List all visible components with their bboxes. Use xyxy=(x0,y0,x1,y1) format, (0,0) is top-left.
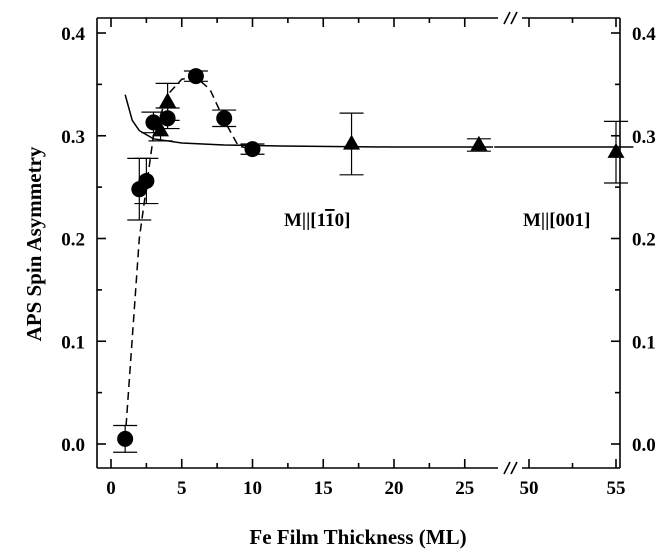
x-tick-label: 5 xyxy=(177,478,187,499)
x-tick-label: 50 xyxy=(520,478,539,499)
axis-break-mark xyxy=(503,461,511,475)
x-tick-label: 15 xyxy=(314,478,333,499)
solid-fit-curve xyxy=(124,94,494,148)
triangle-point xyxy=(607,142,625,158)
axis-break-mark xyxy=(510,11,518,25)
overbar-one: 1 xyxy=(325,210,335,231)
circle-point xyxy=(145,114,162,131)
y-axis-title: APS Spin Asymmetry xyxy=(22,146,46,341)
y-tick-label: 0.1 xyxy=(61,332,85,353)
x-tick-label: 55 xyxy=(607,478,626,499)
annotation-m-001: M||[001] xyxy=(523,210,590,231)
data-marks xyxy=(113,68,628,453)
circle-point xyxy=(117,430,134,447)
axis-break-mark xyxy=(510,461,518,475)
circle-point xyxy=(138,172,155,189)
circle-point xyxy=(216,110,233,127)
triangle-point xyxy=(159,92,177,108)
triangle-point xyxy=(343,134,361,150)
y-tick-label: 0.3 xyxy=(61,127,85,148)
y-tick-label-right: 0.4 xyxy=(632,24,656,45)
x-tick-label: 20 xyxy=(385,478,404,499)
y-tick-label-right: 0.3 xyxy=(632,127,656,148)
y-tick-label-right: 0.1 xyxy=(632,332,656,353)
x-tick-label: 10 xyxy=(243,478,262,499)
annotation-m-110: M||[110] xyxy=(284,210,350,231)
dashed-fit-curve xyxy=(124,76,253,439)
circle-point xyxy=(187,68,204,85)
y-tick-label-right: 0.2 xyxy=(632,230,656,251)
x-tick-label: 0 xyxy=(106,478,116,499)
triangle-point xyxy=(152,121,170,137)
axes xyxy=(96,11,621,475)
fit-curves xyxy=(124,76,634,439)
y-tick-label: 0.4 xyxy=(61,24,85,45)
circle-point xyxy=(244,141,261,158)
axis-break-mark xyxy=(503,11,511,25)
y-tick-label: 0.0 xyxy=(61,435,85,456)
tick-labels: 0.0 0.0 0.1 0.1 0.2 0.2 0.3 0.3 0.4 0.4 0 5 10 15 20 25… xyxy=(61,24,656,499)
y-tick-label: 0.2 xyxy=(61,230,85,251)
x-axis-title: Fe Film Thickness (ML) xyxy=(249,525,466,549)
y-tick-label-right: 0.0 xyxy=(632,435,656,456)
triangle-point xyxy=(470,135,488,151)
x-tick-label: 25 xyxy=(455,478,474,499)
